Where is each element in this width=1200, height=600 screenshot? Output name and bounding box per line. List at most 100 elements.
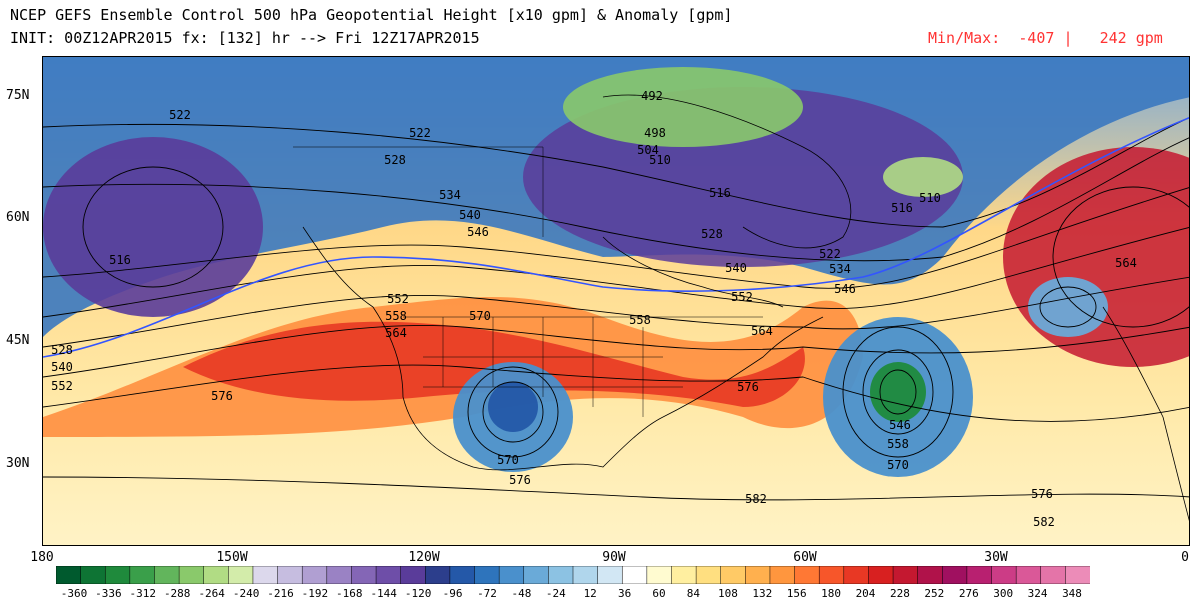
greenland-coast	[602, 94, 852, 249]
colorbar-tick-label: 36	[617, 587, 632, 600]
contour-label: 582	[745, 492, 767, 506]
colorbar-swatch	[252, 566, 279, 584]
contour-label: 564	[751, 324, 773, 338]
colorbar-swatch	[991, 566, 1017, 584]
contour-line	[43, 137, 1189, 262]
colorbar-tick-label: -72	[477, 587, 497, 600]
colorbar-swatch	[868, 566, 894, 584]
colorbar-tick-label: 300	[993, 587, 1014, 600]
colorbar-tick-label: 132	[752, 587, 773, 600]
contour-ring	[82, 166, 224, 288]
contour-label: 540	[459, 208, 481, 222]
min-max-readout: Min/Max: -407 | 242 gpm	[928, 29, 1163, 47]
height-contours	[43, 117, 1189, 501]
colorbar-tick-label: 180	[821, 587, 842, 600]
coastlines	[302, 94, 1189, 522]
contour-label: 534	[439, 188, 461, 202]
colorbar-tick-label: -96	[442, 587, 463, 600]
min-value: -407	[1018, 29, 1055, 47]
contour-label: 528	[701, 227, 723, 241]
colorbar-tick-label: 12	[583, 587, 597, 600]
colorbar-tick-label: -48	[511, 587, 532, 600]
colorbar-swatch	[769, 566, 796, 584]
colorbar-swatch	[178, 566, 205, 584]
contour-label: 522	[409, 126, 431, 140]
colorbar-swatch	[400, 566, 427, 584]
colorbar-swatch	[56, 566, 82, 584]
colorbar-tick-label: 60	[652, 587, 666, 600]
lat-label-75n: 75N	[6, 88, 30, 103]
border-line	[423, 356, 683, 388]
contour-label: 534	[829, 262, 851, 276]
contour-label: 570	[469, 309, 491, 323]
colorbar-swatch	[818, 566, 845, 584]
contour-ring	[1039, 286, 1097, 328]
north-america-coast	[302, 226, 824, 471]
map-canvas	[43, 57, 1189, 545]
contour-label: 576	[509, 473, 531, 487]
colorbar-swatch	[154, 566, 180, 584]
lon-label-60w: 60W	[793, 550, 817, 565]
colorbar-swatch	[646, 566, 673, 584]
colorbar-swatch	[966, 566, 993, 584]
contour-label: 552	[387, 292, 409, 306]
colorbar-swatch	[1065, 566, 1090, 584]
contour-ring	[879, 369, 917, 415]
contour-label: 582	[1033, 515, 1055, 529]
lon-label-120w: 120W	[408, 550, 440, 565]
contour-label: 546	[889, 418, 911, 432]
contour-label: 546	[834, 282, 856, 296]
contour-label: 552	[731, 290, 753, 304]
colorbar-tick-label: 156	[786, 587, 807, 600]
colorbar-tick-label: -192	[301, 587, 329, 600]
contour-label: 558	[887, 437, 909, 451]
contour-label: 576	[211, 389, 233, 403]
lon-label-180: 180	[30, 550, 54, 565]
colorbar-swatch	[720, 566, 747, 584]
contour-label: 546	[467, 225, 489, 239]
colorbar-swatch	[351, 566, 377, 584]
contour-label: 558	[385, 309, 407, 323]
hudson-bay-coast	[602, 236, 784, 308]
colorbar-swatch	[129, 566, 156, 584]
lon-label-30w: 30W	[984, 550, 1008, 565]
atlantic-low-core	[870, 362, 926, 422]
colorbar-swatch	[597, 566, 623, 584]
colorbar-tick-label: -360	[60, 587, 88, 600]
contour-label: 522	[819, 247, 841, 261]
colorbar-swatch	[277, 566, 303, 584]
contour-ring	[467, 366, 559, 458]
contour-label: 522	[169, 108, 191, 122]
colorbar-swatch	[375, 566, 402, 584]
colorbar-swatch	[548, 566, 574, 584]
colorbar-swatch	[203, 566, 230, 584]
contour-label: 510	[919, 191, 941, 205]
anomaly-map	[42, 56, 1190, 546]
colorbar-tick-label: -168	[336, 587, 363, 600]
colorbar-swatch	[523, 566, 550, 584]
europe-africa-coast	[1102, 306, 1189, 522]
colorbar-tick-label: -216	[267, 587, 294, 600]
contour-line	[43, 364, 1189, 422]
contour-label: 576	[737, 380, 759, 394]
lon-label-0: 0	[1181, 550, 1189, 565]
max-value: 242 gpm	[1099, 29, 1163, 47]
contour-label: 558	[629, 313, 651, 327]
contour-ring	[482, 381, 544, 443]
colorbar-tick-label: 276	[958, 587, 979, 600]
init-forecast-line: INIT: 00Z12APR2015 fx: [132] hr --> Fri …	[10, 29, 480, 47]
colorbar-tick-label: -144	[370, 587, 397, 600]
colorbar-tick-label: -240	[232, 587, 260, 600]
colorbar-tick-label: 324	[1027, 587, 1048, 600]
colorbar-swatch	[917, 566, 944, 584]
colorbar-tick-label: -288	[163, 587, 191, 600]
colorbar-swatch	[425, 566, 451, 584]
highlight-540-contour	[43, 116, 1189, 358]
contour-label: 540	[725, 261, 747, 275]
colorbar-tick-label: 84	[686, 587, 701, 600]
colorbar-tick-label: -336	[95, 587, 122, 600]
colorbar-swatch	[1015, 566, 1042, 584]
colorbar-swatch	[474, 566, 500, 584]
colorbar-tick-label: -264	[198, 587, 225, 600]
colorbar-swatch	[449, 566, 476, 584]
